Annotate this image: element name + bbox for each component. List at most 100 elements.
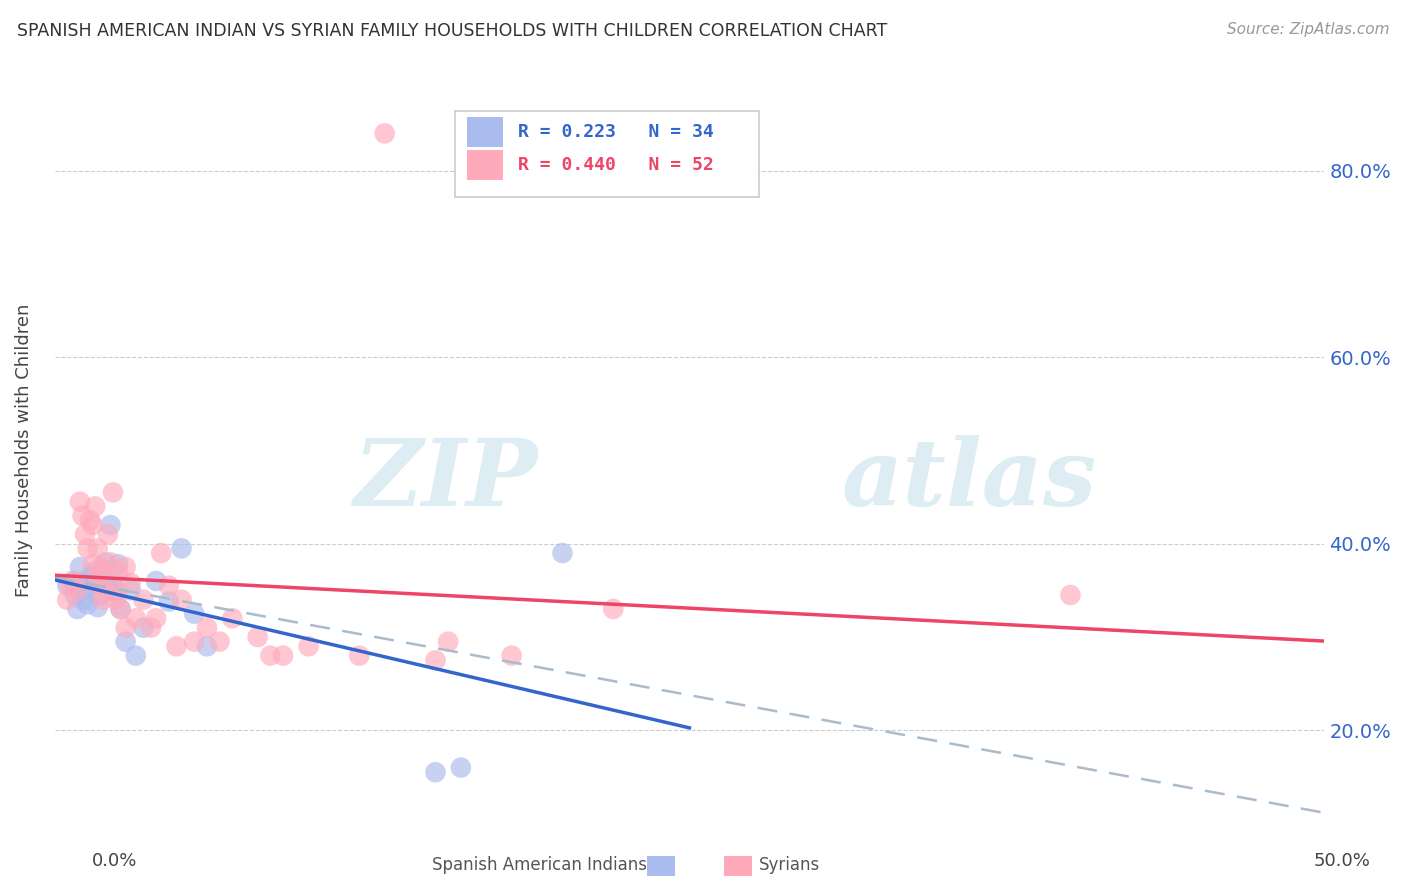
Point bbox=[94, 565, 117, 579]
Point bbox=[94, 585, 117, 599]
Y-axis label: Family Households with Children: Family Households with Children bbox=[15, 304, 32, 597]
Point bbox=[100, 518, 122, 533]
Point bbox=[145, 611, 167, 625]
Point bbox=[89, 560, 111, 574]
Point bbox=[125, 648, 148, 663]
Point bbox=[82, 558, 104, 572]
Point bbox=[63, 588, 86, 602]
FancyBboxPatch shape bbox=[454, 111, 759, 197]
Point bbox=[602, 602, 624, 616]
Point bbox=[170, 541, 193, 556]
Point bbox=[114, 621, 136, 635]
Point bbox=[120, 575, 142, 590]
Point bbox=[100, 555, 122, 569]
Point bbox=[271, 648, 294, 663]
Text: SPANISH AMERICAN INDIAN VS SYRIAN FAMILY HOUSEHOLDS WITH CHILDREN CORRELATION CH: SPANISH AMERICAN INDIAN VS SYRIAN FAMILY… bbox=[17, 22, 887, 40]
Point bbox=[349, 648, 371, 663]
Point bbox=[82, 579, 104, 593]
Point bbox=[183, 634, 205, 648]
Point bbox=[170, 592, 193, 607]
Point bbox=[425, 653, 447, 667]
Point bbox=[221, 611, 243, 625]
Point bbox=[104, 592, 127, 607]
Point bbox=[97, 527, 120, 541]
Point bbox=[72, 592, 94, 607]
Point bbox=[132, 592, 155, 607]
Point bbox=[110, 602, 132, 616]
Text: 0.0%: 0.0% bbox=[91, 852, 136, 870]
Point bbox=[259, 648, 281, 663]
Point bbox=[86, 600, 108, 615]
Point bbox=[183, 607, 205, 621]
Point bbox=[107, 583, 129, 598]
Point bbox=[104, 585, 127, 599]
Point bbox=[107, 565, 129, 579]
Point bbox=[551, 546, 574, 560]
Point bbox=[114, 560, 136, 574]
Point bbox=[139, 621, 162, 635]
Point bbox=[63, 574, 86, 588]
Point bbox=[59, 579, 82, 593]
Point bbox=[120, 583, 142, 598]
Point bbox=[60, 574, 83, 588]
Text: Spanish American Indians: Spanish American Indians bbox=[432, 856, 647, 874]
Point bbox=[246, 630, 269, 644]
Text: R = 0.440   N = 52: R = 0.440 N = 52 bbox=[517, 156, 714, 174]
Point bbox=[437, 634, 460, 648]
Point bbox=[73, 583, 96, 598]
Point bbox=[69, 495, 91, 509]
Text: Syrians: Syrians bbox=[759, 856, 821, 874]
Point bbox=[84, 500, 107, 514]
Point bbox=[165, 640, 187, 654]
Point bbox=[86, 541, 108, 556]
Point bbox=[501, 648, 523, 663]
Point bbox=[56, 579, 79, 593]
Text: R = 0.223   N = 34: R = 0.223 N = 34 bbox=[517, 123, 714, 141]
Point bbox=[91, 592, 114, 607]
Point bbox=[69, 560, 91, 574]
Text: Source: ZipAtlas.com: Source: ZipAtlas.com bbox=[1226, 22, 1389, 37]
Point bbox=[73, 527, 96, 541]
Point bbox=[145, 574, 167, 588]
Point bbox=[76, 541, 98, 556]
Point bbox=[97, 579, 120, 593]
Point bbox=[76, 598, 98, 612]
Point bbox=[89, 588, 111, 602]
Point bbox=[110, 602, 132, 616]
Point bbox=[101, 485, 124, 500]
Point bbox=[66, 583, 89, 598]
Point bbox=[69, 575, 91, 590]
Point bbox=[84, 565, 107, 579]
Point bbox=[86, 575, 108, 590]
Point bbox=[79, 513, 101, 527]
Point bbox=[125, 611, 148, 625]
Point bbox=[72, 508, 94, 523]
Point bbox=[107, 558, 129, 572]
Point bbox=[450, 760, 472, 774]
Point bbox=[195, 621, 218, 635]
Point bbox=[91, 566, 114, 581]
Point bbox=[208, 634, 231, 648]
Point bbox=[94, 555, 117, 569]
Point bbox=[157, 594, 180, 608]
Point bbox=[66, 602, 89, 616]
Text: ZIP: ZIP bbox=[353, 435, 537, 525]
Point bbox=[1059, 588, 1081, 602]
Point bbox=[101, 574, 124, 588]
Point bbox=[425, 765, 447, 780]
Text: 50.0%: 50.0% bbox=[1315, 852, 1371, 870]
Point bbox=[195, 640, 218, 654]
Bar bbox=[467, 150, 503, 179]
Point bbox=[150, 546, 173, 560]
Point bbox=[374, 127, 396, 141]
Point bbox=[132, 621, 155, 635]
Text: atlas: atlas bbox=[842, 435, 1097, 525]
Point bbox=[79, 569, 101, 583]
Point bbox=[157, 579, 180, 593]
Point bbox=[89, 579, 111, 593]
Point bbox=[56, 592, 79, 607]
Point bbox=[82, 518, 104, 533]
Bar bbox=[467, 117, 503, 147]
Point bbox=[297, 640, 319, 654]
Point bbox=[114, 634, 136, 648]
